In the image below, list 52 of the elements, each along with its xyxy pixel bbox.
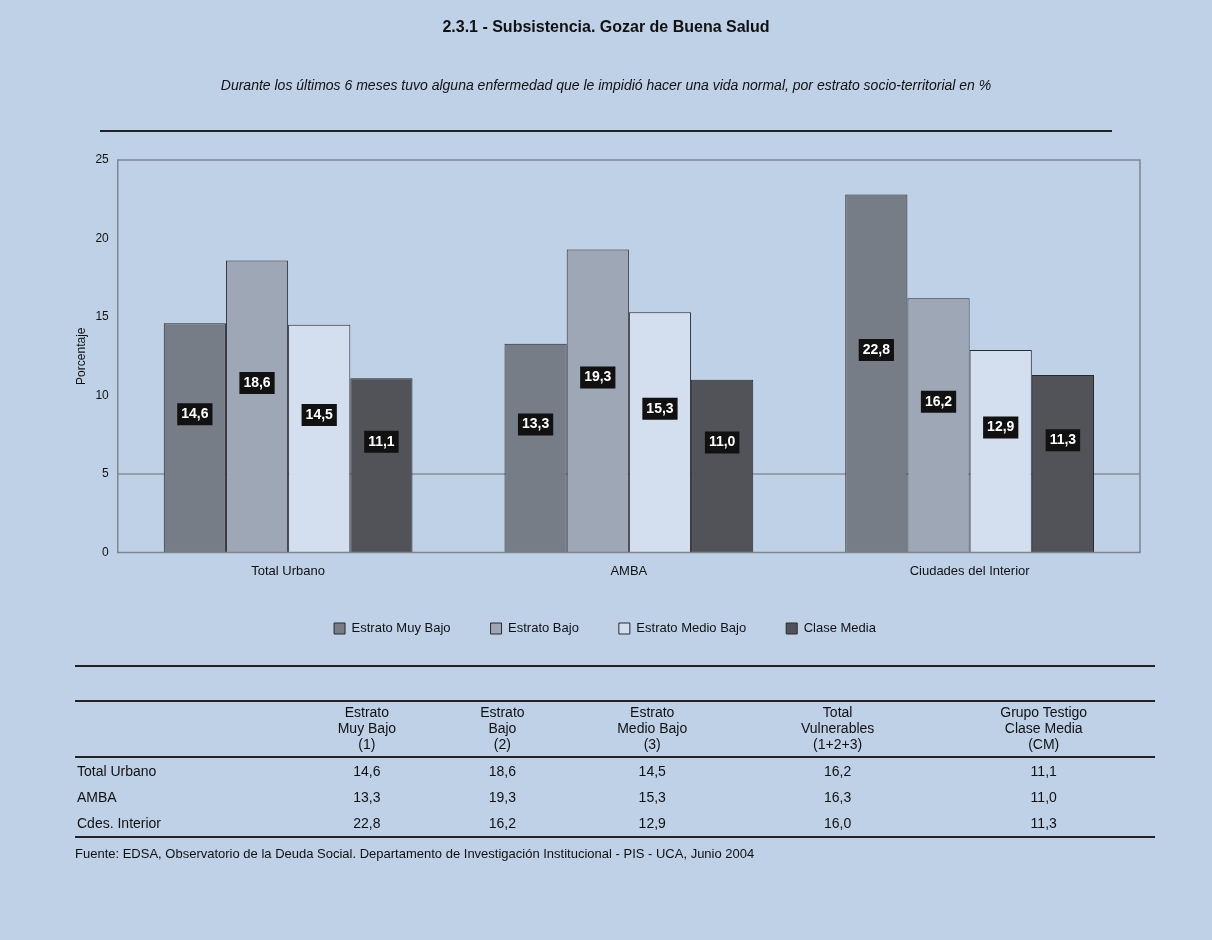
category-label: Grupo Testigo Clase Media (CM) (932, 700, 1155, 757)
y-tick-label: 25 (95, 152, 110, 167)
data-label: 11,0 (708, 433, 736, 450)
data-label: 16,2 (924, 392, 953, 409)
x-tick-label: Ciudades del Interior (909, 562, 1031, 578)
y-tick-label: 0 (102, 544, 110, 559)
legend-label: Estrato Bajo (508, 620, 579, 636)
data-label: 11,0 (1029, 788, 1058, 807)
data-label: 11,1 (368, 432, 395, 449)
data-label: 13,3 (352, 788, 382, 807)
data-label: 15,3 (646, 399, 674, 416)
category-label: Estrato Medio Bajo (3) (561, 700, 743, 757)
data-label: 11,3 (1049, 431, 1077, 448)
chart-subtitle: Durante los últimos 6 meses tuvo alguna enfermedad que le impidió hacer una vida normal, por estrato socio-territorial en % (219, 77, 993, 93)
data-label: 15,3 (637, 788, 667, 807)
y-tick-label: 15 (95, 309, 110, 324)
data-label: 12,9 (987, 418, 1015, 435)
category-label: Estrato Muy Bajo (1) (290, 700, 444, 757)
category-label: Estrato Bajo (2) (443, 700, 562, 757)
x-tick-label: Total Urbano (251, 562, 325, 578)
data-label: 11,3 (932, 810, 1155, 837)
x-tick-label: AMBA (610, 562, 648, 578)
data-label: 18,6 (487, 762, 517, 781)
data-label: 16,3 (823, 788, 853, 807)
data-label: 19,3 (487, 788, 517, 807)
y-tick-label: 5 (102, 466, 110, 481)
chart-title: 2.3.1 - Subsistencia. Gozar de Buena Salud (441, 18, 771, 36)
data-label: 14,6 (352, 762, 382, 781)
y-axis-title: Porcentaje (73, 327, 88, 385)
data-label: 14,5 (305, 405, 334, 422)
data-label: 14,6 (181, 405, 209, 422)
category-label: Total Vulnerables (1+2+3) (742, 700, 933, 757)
data-label: 16,2 (823, 762, 853, 781)
legend-label: Clase Media (803, 620, 877, 636)
data-label: 16,2 (443, 810, 562, 837)
data-label: 13,3 (521, 415, 550, 432)
source-note: Fuente: EDSA, Observatorio de la Deuda Social. Departamento de Investigación Institucional - PIS - UCA, Junio 2004 (75, 846, 756, 861)
data-label: 16,0 (742, 810, 933, 837)
data-label: 19,3 (584, 368, 612, 385)
legend-label: Estrato Muy Bajo (351, 620, 451, 636)
data-label: 12,9 (561, 810, 743, 837)
text: AMBA (76, 788, 118, 807)
text: Total Urbano (76, 762, 158, 781)
data-label: 18,6 (243, 373, 271, 390)
data-label: 22,8 (290, 810, 444, 837)
y-tick-label: 20 (95, 230, 110, 245)
text: Cdes. Interior (75, 810, 291, 837)
data-label: 22,8 (862, 340, 891, 357)
y-tick-label: 10 (95, 387, 110, 402)
data-label: 14,5 (637, 762, 667, 781)
data-label: 11,1 (1029, 762, 1058, 781)
legend-label: Estrato Medio Bajo (636, 620, 747, 636)
